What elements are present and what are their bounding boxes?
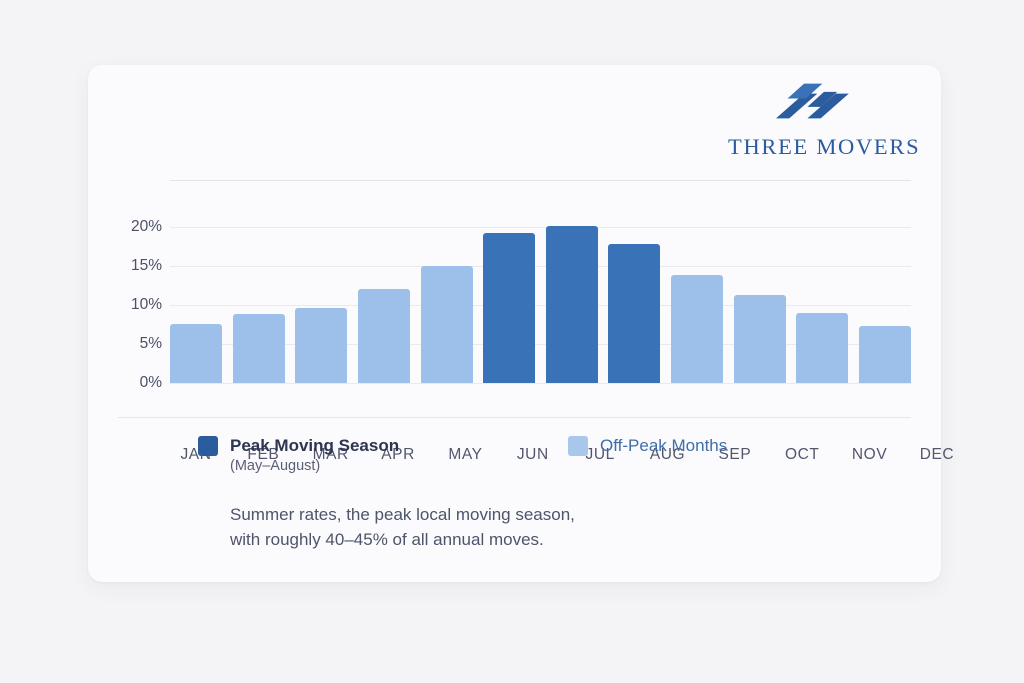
x-axis-tick-label: NOV xyxy=(851,446,888,463)
y-axis-tick-label: 5% xyxy=(139,334,162,352)
legend-swatch-peak xyxy=(198,436,218,456)
x-axis-tick-label: FEB xyxy=(247,446,280,463)
section-divider xyxy=(118,417,911,418)
legend-item-offpeak[interactable]: Off-Peak Months xyxy=(568,435,727,477)
chart-bar[interactable] xyxy=(671,275,723,383)
bar-slot xyxy=(733,207,786,383)
chart-bar[interactable] xyxy=(170,324,222,383)
y-axis-tick-label: 10% xyxy=(130,295,162,313)
x-axis-tick-label: APR xyxy=(381,446,415,463)
x-axis-tick-label: MAY xyxy=(448,446,483,463)
y-axis-tick-label: 15% xyxy=(130,256,162,274)
bar-slot xyxy=(608,207,661,383)
chart-bar[interactable] xyxy=(483,232,536,383)
bar-slot xyxy=(357,207,410,383)
x-axis-tick-label: DEC xyxy=(919,446,955,463)
bar-slot xyxy=(295,207,348,383)
bar-slot xyxy=(483,207,536,383)
chart-bar[interactable] xyxy=(232,314,285,383)
bar-slot xyxy=(671,207,723,383)
chart-bar[interactable] xyxy=(858,325,911,383)
chart-top-rule xyxy=(170,180,911,181)
x-axis-tick-label: SEP xyxy=(718,446,752,463)
brand-logo: THREE MOVERS xyxy=(728,82,921,160)
legend-sublabel-peak: (May–August) xyxy=(230,458,321,474)
x-axis-tick-label: MAR xyxy=(312,446,349,463)
x-axis-tick-label: JUL xyxy=(585,446,615,463)
bar-slot xyxy=(232,207,285,383)
chart-card: THREE MOVERS 0% 5% 10% 15% 20% JAN FEB MAR APR M… xyxy=(88,65,954,582)
chart-bar[interactable] xyxy=(357,289,410,383)
y-axis-tick-label: 20% xyxy=(130,217,162,235)
gridline xyxy=(170,383,911,384)
bar-series xyxy=(170,207,911,383)
brand-name: THREE MOVERS xyxy=(728,134,921,159)
legend-label-offpeak: Off-Peak Months xyxy=(600,436,728,455)
legend-label-peak: Peak Moving Season xyxy=(230,436,400,455)
chart-bar[interactable] xyxy=(420,265,473,383)
chart-bar[interactable] xyxy=(295,307,348,383)
chart-bar[interactable] xyxy=(733,295,786,383)
gridline xyxy=(170,226,911,228)
x-axis-tick-label: JUN xyxy=(516,446,549,463)
legend-swatch-offpeak xyxy=(568,436,588,456)
bar-slot xyxy=(545,207,598,383)
legend-item-peak[interactable]: Peak Moving Season (May–August) xyxy=(198,435,568,477)
gridline xyxy=(170,265,911,267)
chart-bar[interactable] xyxy=(608,243,661,383)
y-axis-tick-label: 0% xyxy=(139,374,162,391)
chart-plot-area: 0% 5% 10% 15% 20% xyxy=(118,180,911,391)
three-bars-logo-icon xyxy=(775,83,849,119)
gridline xyxy=(170,343,911,345)
bar-slot xyxy=(796,207,849,383)
chart-legend: Peak Moving Season (May–August) Off-Peak… xyxy=(198,435,898,477)
x-axis-tick-label: AUG xyxy=(649,446,686,463)
bar-slot xyxy=(858,207,911,383)
x-axis-tick-label: OCT xyxy=(784,446,820,463)
chart-bar[interactable] xyxy=(796,313,849,383)
bar-slot xyxy=(170,207,222,383)
bar-slot xyxy=(420,207,473,383)
chart-caption: Summer rates, the peak local moving seas… xyxy=(230,505,575,549)
chart-bar[interactable] xyxy=(545,225,598,383)
x-axis-labels: JAN FEB MAR APR MAY JUN JUL AUG SEP OCT NOV DEC xyxy=(170,446,963,464)
gridline xyxy=(170,304,911,306)
